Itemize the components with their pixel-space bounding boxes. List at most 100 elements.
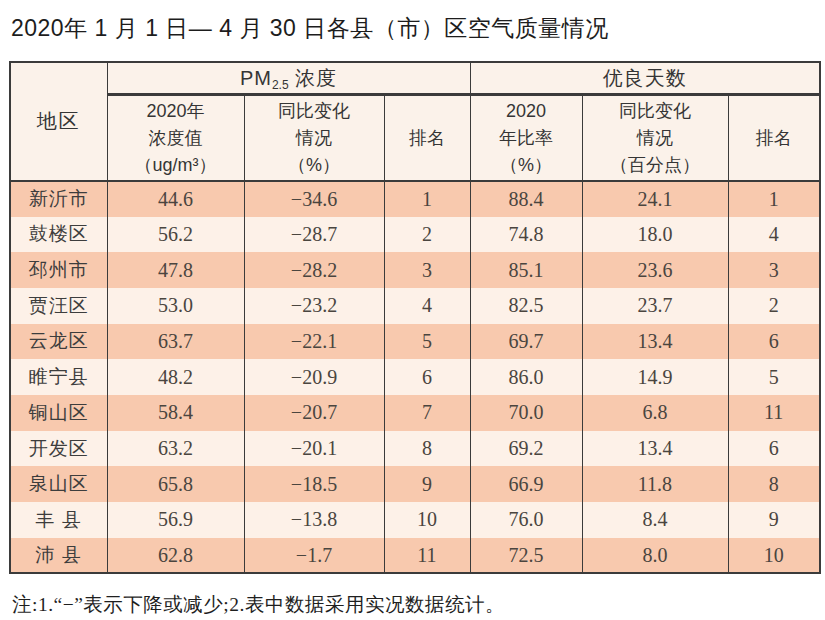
- pm-value-cell: 62.8: [107, 538, 244, 574]
- page: 2020年 1 月 1 日— 4 月 30 日各县（市）区空气质量情况 地区 P…: [0, 0, 825, 618]
- good-rank-cell: 6: [728, 431, 820, 467]
- good-rank-cell: 9: [728, 502, 820, 538]
- col-header-pm-value: 2020年 浓度值 （ug/m³）: [107, 95, 244, 181]
- region-cell: 泉山区: [10, 466, 107, 502]
- table-row: 睢宁县 48.2 −20.9 6 86.0 14.9 5: [10, 359, 820, 395]
- sub-header-row: 2020年 浓度值 （ug/m³） 同比变化 情况 （%） 排名 2020 年比…: [10, 95, 820, 181]
- pm-rank-cell: 3: [384, 252, 470, 288]
- pm-change-cell: −22.1: [244, 324, 384, 360]
- pm-rank-cell: 8: [384, 431, 470, 467]
- pm-value-cell: 58.4: [107, 395, 244, 431]
- good-change-cell: 8.4: [582, 502, 728, 538]
- good-rate-cell: 66.9: [470, 466, 582, 502]
- region-cell: 沛 县: [10, 538, 107, 574]
- good-rate-cell: 72.5: [470, 538, 582, 574]
- good-rank-cell: 3: [728, 252, 820, 288]
- pm-value-cell: 56.2: [107, 217, 244, 253]
- good-rate-cell: 70.0: [470, 395, 582, 431]
- pm-change-cell: −28.7: [244, 217, 384, 253]
- col-header-good-rate: 2020 年比率 （%）: [470, 95, 582, 181]
- pm-rank-cell: 6: [384, 359, 470, 395]
- good-rank-cell: 5: [728, 359, 820, 395]
- good-rank-cell: 11: [728, 395, 820, 431]
- good-change-cell: 8.0: [582, 538, 728, 574]
- pm25-label-suffix: 浓度: [289, 67, 338, 89]
- pm-rank-cell: 10: [384, 502, 470, 538]
- good-change-cell: 23.7: [582, 288, 728, 324]
- table-row: 邳州市 47.8 −28.2 3 85.1 23.6 3: [10, 252, 820, 288]
- pm-rank-cell: 9: [384, 466, 470, 502]
- page-title: 2020年 1 月 1 日— 4 月 30 日各县（市）区空气质量情况: [11, 14, 818, 44]
- col-header-region: 地区: [10, 62, 107, 181]
- good-rate-cell: 76.0: [470, 502, 582, 538]
- table-row: 云龙区 63.7 −22.1 5 69.7 13.4 6: [10, 324, 820, 360]
- region-cell: 铜山区: [10, 395, 107, 431]
- good-change-cell: 13.4: [582, 431, 728, 467]
- good-rank-cell: 10: [728, 538, 820, 574]
- region-cell: 睢宁县: [10, 359, 107, 395]
- air-quality-table: 地区 PM2.5 浓度 优良天数 2020年 浓度值 （ug/m³） 同比变化 …: [9, 61, 821, 575]
- region-cell: 贾汪区: [10, 288, 107, 324]
- footnote: 注:1.“−”表示下降或减少;2.表中数据采用实况数据统计。: [12, 591, 818, 618]
- good-rate-cell: 86.0: [470, 359, 582, 395]
- col-header-pm-rank: 排名: [384, 95, 470, 181]
- good-change-cell: 14.9: [582, 359, 728, 395]
- region-cell: 鼓楼区: [10, 217, 107, 253]
- pm-change-cell: −34.6: [244, 181, 384, 217]
- good-change-cell: 6.8: [582, 395, 728, 431]
- good-change-cell: 18.0: [582, 217, 728, 253]
- pm-value-cell: 63.2: [107, 431, 244, 467]
- pm-change-cell: −20.7: [244, 395, 384, 431]
- col-header-good-rank: 排名: [728, 95, 820, 181]
- good-rank-cell: 4: [728, 217, 820, 253]
- table-row: 铜山区 58.4 −20.7 7 70.0 6.8 11: [10, 395, 820, 431]
- table-row: 鼓楼区 56.2 −28.7 2 74.8 18.0 4: [10, 217, 820, 253]
- pm-change-cell: −28.2: [244, 252, 384, 288]
- good-rank-cell: 6: [728, 324, 820, 360]
- pm-rank-cell: 4: [384, 288, 470, 324]
- pm25-label-prefix: PM: [240, 67, 272, 89]
- region-cell: 新沂市: [10, 181, 107, 217]
- pm-value-cell: 65.8: [107, 466, 244, 502]
- table-row: 泉山区 65.8 −18.5 9 66.9 11.8 8: [10, 466, 820, 502]
- region-cell: 丰 县: [10, 502, 107, 538]
- table-row: 丰 县 56.9 −13.8 10 76.0 8.4 9: [10, 502, 820, 538]
- pm-value-cell: 63.7: [107, 324, 244, 360]
- good-rank-cell: 8: [728, 466, 820, 502]
- pm-value-cell: 56.9: [107, 502, 244, 538]
- good-rank-cell: 1: [728, 181, 820, 217]
- good-change-cell: 24.1: [582, 181, 728, 217]
- good-rate-cell: 85.1: [470, 252, 582, 288]
- good-rate-cell: 69.7: [470, 324, 582, 360]
- pm25-label-subscript: 2.5: [272, 78, 289, 92]
- region-cell: 邳州市: [10, 252, 107, 288]
- good-change-cell: 23.6: [582, 252, 728, 288]
- pm-change-cell: −18.5: [244, 466, 384, 502]
- pm-rank-cell: 1: [384, 181, 470, 217]
- pm-rank-cell: 7: [384, 395, 470, 431]
- col-group-good-days: 优良天数: [470, 62, 820, 95]
- table-row: 沛 县 62.8 −1.7 11 72.5 8.0 10: [10, 538, 820, 574]
- good-rank-cell: 2: [728, 288, 820, 324]
- pm-change-cell: −1.7: [244, 538, 384, 574]
- table-row: 新沂市 44.6 −34.6 1 88.4 24.1 1: [10, 181, 820, 217]
- good-rate-cell: 74.8: [470, 217, 582, 253]
- pm-change-cell: −13.8: [244, 502, 384, 538]
- good-change-cell: 11.8: [582, 466, 728, 502]
- table-row: 贾汪区 53.0 −23.2 4 82.5 23.7 2: [10, 288, 820, 324]
- pm-value-cell: 48.2: [107, 359, 244, 395]
- good-rate-cell: 88.4: [470, 181, 582, 217]
- pm-value-cell: 44.6: [107, 181, 244, 217]
- pm-value-cell: 53.0: [107, 288, 244, 324]
- pm-rank-cell: 5: [384, 324, 470, 360]
- good-rate-cell: 82.5: [470, 288, 582, 324]
- pm-change-cell: −20.1: [244, 431, 384, 467]
- pm-rank-cell: 2: [384, 217, 470, 253]
- table-row: 开发区 63.2 −20.1 8 69.2 13.4 6: [10, 431, 820, 467]
- group-header-row: 地区 PM2.5 浓度 优良天数: [10, 62, 820, 95]
- col-header-pm-change: 同比变化 情况 （%）: [244, 95, 384, 181]
- good-change-cell: 13.4: [582, 324, 728, 360]
- col-header-good-change: 同比变化 情况 （百分点）: [582, 95, 728, 181]
- pm-rank-cell: 11: [384, 538, 470, 574]
- pm-value-cell: 47.8: [107, 252, 244, 288]
